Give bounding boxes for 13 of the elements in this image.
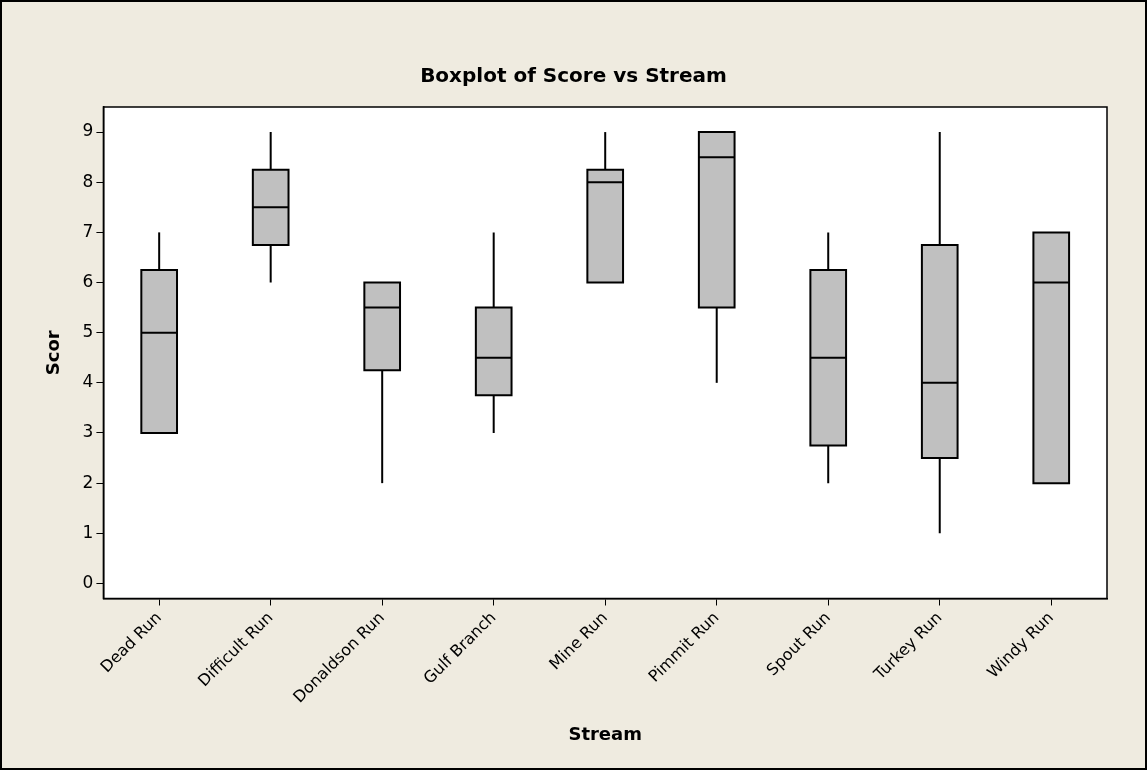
y-tick-label: 5	[82, 321, 94, 342]
y-tick-label: 3	[82, 421, 94, 442]
y-tick-label: 7	[82, 220, 94, 241]
x-axis-title: Stream	[568, 722, 642, 744]
chart-title: Boxplot of Score vs Stream	[420, 63, 727, 88]
y-axis-title: Scor	[42, 330, 64, 376]
y-tick-label: 4	[82, 371, 94, 392]
y-tick-label: 9	[82, 120, 94, 141]
y-tick-label: 6	[82, 270, 94, 291]
y-tick-label: 0	[82, 571, 94, 592]
y-tick-label: 8	[82, 170, 94, 191]
y-tick-label: 1	[82, 521, 94, 542]
y-tick-label: 2	[82, 471, 94, 492]
